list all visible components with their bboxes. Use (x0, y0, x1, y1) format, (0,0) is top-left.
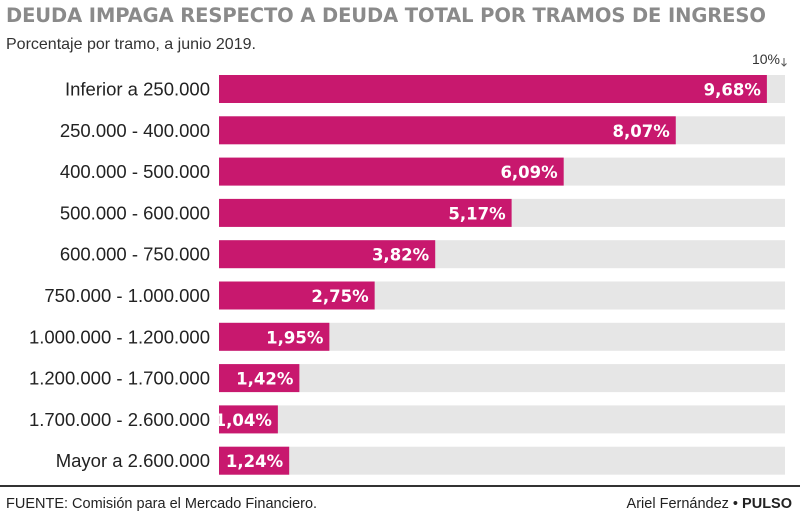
category-label: 600.000 - 750.000 (60, 244, 210, 265)
bar-value-label: 1,95% (266, 328, 324, 347)
bar-value-label: 1,42% (236, 370, 294, 389)
category-label: Inferior a 250.000 (65, 79, 210, 100)
bar (219, 281, 375, 310)
author-name: Ariel Fernández (626, 496, 729, 512)
category-label: 400.000 - 500.000 (60, 161, 210, 182)
bar (219, 322, 330, 351)
category-label: 1.000.000 - 1.200.000 (29, 326, 210, 347)
bar (219, 157, 564, 186)
bar (219, 198, 512, 227)
bar-track (219, 405, 785, 434)
bar-track (219, 364, 785, 393)
bar-value-label: 8,07% (613, 122, 671, 141)
credit: Ariel Fernández • PULSO (627, 496, 792, 512)
footer-divider (0, 485, 800, 487)
bar (219, 75, 767, 103)
bar (219, 116, 676, 145)
category-label: 750.000 - 1.000.000 (44, 285, 210, 306)
source-note: FUENTE: Comisión para el Mercado Financi… (6, 496, 318, 512)
bar (219, 405, 278, 434)
bar (219, 364, 300, 393)
category-label: 250.000 - 400.000 (60, 120, 210, 141)
bar-value-label: 1,04% (215, 411, 273, 430)
axis-max-label: 10% (752, 51, 780, 67)
bar-value-label: 2,75% (311, 287, 369, 306)
bar-value-label: 5,17% (448, 204, 506, 223)
category-label: Mayor a 2.600.000 (56, 450, 210, 471)
bar-value-label: 9,68% (704, 81, 762, 100)
category-label: 1.200.000 - 1.700.000 (29, 368, 210, 389)
bar (219, 446, 290, 475)
chart-subtitle: Porcentaje por tramo, a junio 2019. (6, 36, 256, 53)
category-label: 500.000 - 600.000 (60, 202, 210, 223)
bar-value-label: 3,82% (372, 246, 430, 265)
bar-chart: 10% 9,68% Inferior a 250.000 8,07% 250.000 -… (29, 51, 787, 475)
credit-separator: • (728, 496, 743, 512)
bar-track (219, 446, 785, 475)
chart-title: DEUDA IMPAGA RESPECTO A DEUDA TOTAL POR … (6, 4, 766, 27)
brand-name: PULSO (742, 496, 792, 512)
category-label: 1.700.000 - 2.600.000 (29, 409, 210, 430)
bar-value-label: 1,24% (226, 452, 284, 471)
axis-max-arrow (781, 58, 787, 67)
bar-value-label: 6,09% (500, 163, 558, 182)
bar (219, 240, 436, 269)
